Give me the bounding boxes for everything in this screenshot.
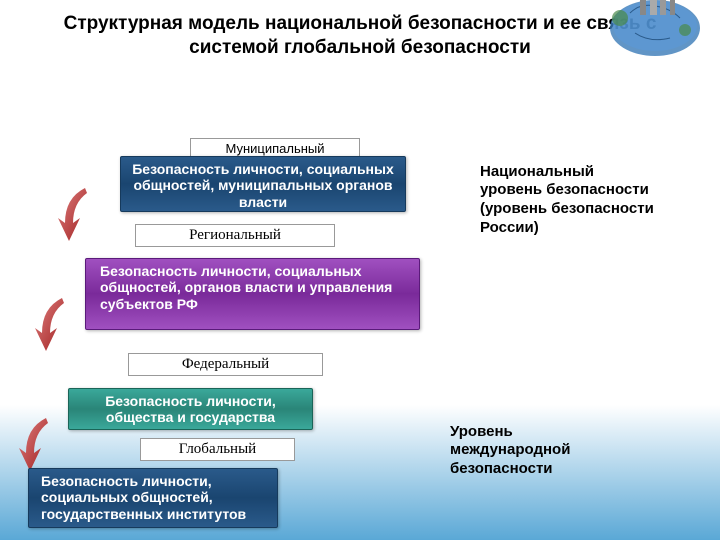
level-block-municipal: Безопасность личности, социальных общнос… bbox=[120, 156, 406, 212]
flow-arrow-2 bbox=[32, 293, 72, 353]
flow-arrow-1 bbox=[55, 183, 95, 243]
flow-arrow-3 bbox=[16, 413, 56, 473]
level-block-global: Безопасность личности, социальных общнос… bbox=[28, 468, 278, 528]
level-block-regional: Безопасность личности, социальных общнос… bbox=[85, 258, 420, 330]
level-label-federal: Федеральный bbox=[128, 353, 323, 376]
globe-decoration-icon bbox=[580, 0, 710, 58]
right-label-national: Национальный уровень безопасности (урове… bbox=[480, 163, 660, 238]
level-label-global: Глобальный bbox=[140, 438, 295, 461]
right-label-international: Уровень международной безопасности bbox=[450, 423, 630, 479]
level-block-federal: Безопасность личности, общества и госуда… bbox=[68, 388, 313, 430]
level-label-regional: Региональный bbox=[135, 224, 335, 247]
